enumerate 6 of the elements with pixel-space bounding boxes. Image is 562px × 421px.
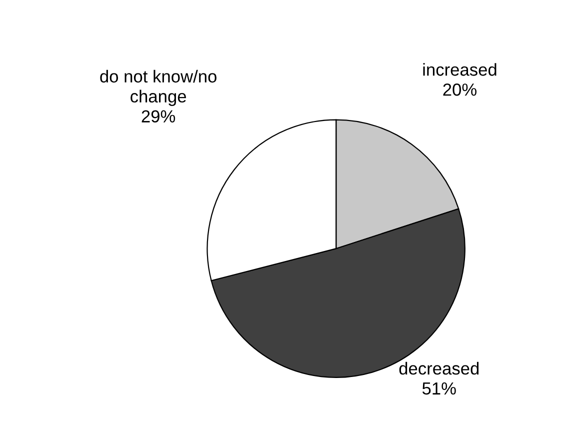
data-label: 51%	[422, 382, 456, 395]
slice-label: decreased	[399, 362, 479, 375]
slice-label: do not know/no change	[100, 70, 216, 106]
slice-label: increased	[423, 63, 496, 76]
data-label: 20%	[443, 83, 476, 96]
data-label: 29%	[142, 110, 176, 123]
